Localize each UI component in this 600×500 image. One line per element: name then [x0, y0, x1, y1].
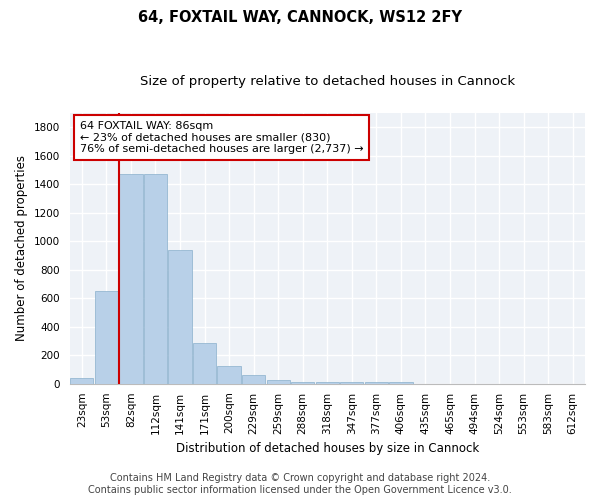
Text: 64 FOXTAIL WAY: 86sqm
← 23% of detached houses are smaller (830)
76% of semi-det: 64 FOXTAIL WAY: 86sqm ← 23% of detached … — [80, 121, 364, 154]
Bar — [340, 382, 364, 384]
Text: Contains HM Land Registry data © Crown copyright and database right 2024.
Contai: Contains HM Land Registry data © Crown c… — [88, 474, 512, 495]
Bar — [266, 380, 290, 384]
Bar — [389, 382, 413, 384]
Bar — [316, 382, 339, 384]
Bar — [144, 174, 167, 384]
Bar — [291, 382, 314, 384]
Text: 64, FOXTAIL WAY, CANNOCK, WS12 2FY: 64, FOXTAIL WAY, CANNOCK, WS12 2FY — [138, 10, 462, 25]
Bar — [70, 378, 94, 384]
Bar — [95, 291, 118, 384]
Bar — [119, 174, 143, 384]
X-axis label: Distribution of detached houses by size in Cannock: Distribution of detached houses by size … — [176, 442, 479, 455]
Bar — [193, 342, 216, 384]
Bar — [217, 366, 241, 384]
Bar — [169, 250, 191, 384]
Y-axis label: Number of detached properties: Number of detached properties — [15, 156, 28, 342]
Title: Size of property relative to detached houses in Cannock: Size of property relative to detached ho… — [140, 75, 515, 88]
Bar — [365, 382, 388, 384]
Bar — [242, 374, 265, 384]
